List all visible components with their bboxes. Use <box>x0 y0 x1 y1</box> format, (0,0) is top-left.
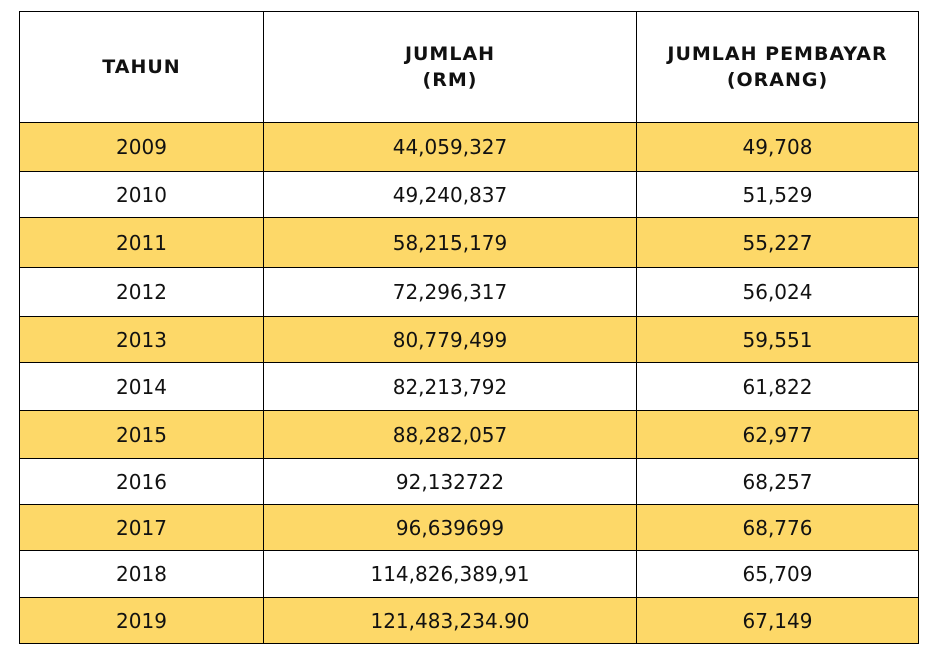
cell-jumlah: 80,779,499 <box>263 316 637 363</box>
table-row: 2010 49,240,837 51,529 <box>19 171 919 218</box>
cell-pembayar: 59,551 <box>636 316 919 363</box>
cell-pembayar: 62,977 <box>636 410 919 459</box>
header-pembayar-line-2: (ORANG) <box>726 69 829 91</box>
table-row: 2012 72,296,317 56,024 <box>19 267 919 317</box>
header-jumlah-line-1: JUMLAH <box>404 43 496 65</box>
cell-pembayar: 49,708 <box>636 122 919 172</box>
cell-pembayar: 68,257 <box>636 458 919 505</box>
cell-tahun: 2012 <box>19 267 264 317</box>
zakat-table: TAHUN JUMLAH (RM) JUMLAH PEMBAYAR (ORANG… <box>19 11 919 644</box>
table-row: 2017 96,639699 68,776 <box>19 504 919 551</box>
cell-jumlah: 58,215,179 <box>263 217 637 268</box>
header-tahun-line: TAHUN <box>102 56 181 78</box>
header-jumlah-line-2: (RM) <box>422 69 478 91</box>
cell-tahun: 2011 <box>19 217 264 268</box>
cell-pembayar: 56,024 <box>636 267 919 317</box>
cell-jumlah: 88,282,057 <box>263 410 637 459</box>
table-row: 2009 44,059,327 49,708 <box>19 122 919 172</box>
header-pembayar-line-1: JUMLAH PEMBAYAR <box>667 43 888 65</box>
header-jumlah: JUMLAH (RM) <box>263 11 637 123</box>
cell-pembayar: 65,709 <box>636 550 919 598</box>
cell-tahun: 2018 <box>19 550 264 598</box>
cell-tahun: 2017 <box>19 504 264 551</box>
cell-pembayar: 61,822 <box>636 362 919 411</box>
cell-jumlah: 96,639699 <box>263 504 637 551</box>
table-row: 2013 80,779,499 59,551 <box>19 316 919 363</box>
cell-jumlah: 114,826,389,91 <box>263 550 637 598</box>
table-row: 2011 58,215,179 55,227 <box>19 217 919 268</box>
cell-pembayar: 51,529 <box>636 171 919 218</box>
cell-tahun: 2016 <box>19 458 264 505</box>
cell-jumlah: 92,132722 <box>263 458 637 505</box>
table-body: 2009 44,059,327 49,708 2010 49,240,837 51,529… <box>19 122 919 644</box>
header-row: TAHUN JUMLAH (RM) JUMLAH PEMBAYAR (ORANG… <box>19 11 919 123</box>
table-row: 2019 121,483,234.90 67,149 <box>19 597 919 644</box>
cell-jumlah: 49,240,837 <box>263 171 637 218</box>
table-row: 2018 114,826,389,91 65,709 <box>19 550 919 598</box>
cell-tahun: 2010 <box>19 171 264 218</box>
cell-jumlah: 44,059,327 <box>263 122 637 172</box>
cell-jumlah: 72,296,317 <box>263 267 637 317</box>
cell-tahun: 2015 <box>19 410 264 459</box>
cell-tahun: 2009 <box>19 122 264 172</box>
cell-tahun: 2014 <box>19 362 264 411</box>
cell-tahun: 2013 <box>19 316 264 363</box>
cell-tahun: 2019 <box>19 597 264 644</box>
cell-jumlah: 82,213,792 <box>263 362 637 411</box>
table-row: 2016 92,132722 68,257 <box>19 458 919 505</box>
cell-jumlah: 121,483,234.90 <box>263 597 637 644</box>
table-row: 2015 88,282,057 62,977 <box>19 410 919 459</box>
header-pembayar: JUMLAH PEMBAYAR (ORANG) <box>636 11 919 123</box>
header-tahun: TAHUN <box>19 11 264 123</box>
cell-pembayar: 55,227 <box>636 217 919 268</box>
table-row: 2014 82,213,792 61,822 <box>19 362 919 411</box>
cell-pembayar: 68,776 <box>636 504 919 551</box>
cell-pembayar: 67,149 <box>636 597 919 644</box>
